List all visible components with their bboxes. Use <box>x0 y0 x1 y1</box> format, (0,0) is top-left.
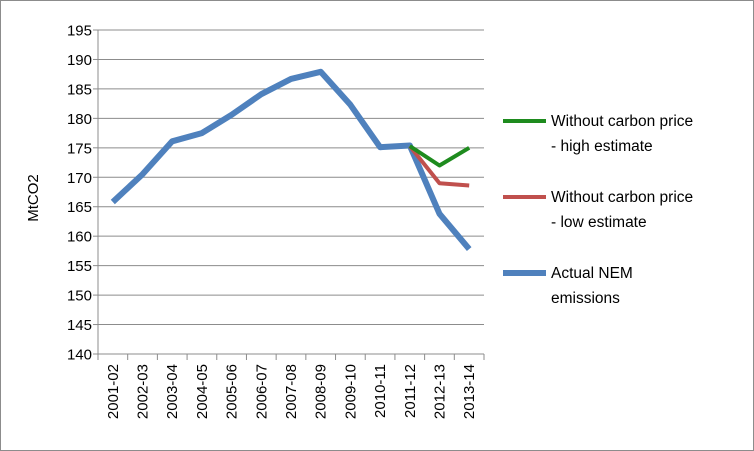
x-tick-label: 2012-13 <box>431 364 448 419</box>
x-tick-label: 2003-04 <box>164 364 181 419</box>
y-tick-label: 150 <box>67 288 92 305</box>
x-tick-labels: 2001-02 2002-03 2003-04 2004-05 2005-06 2006-… <box>105 364 478 419</box>
series-line-1 <box>408 144 471 168</box>
legend-label: emissions <box>551 290 620 307</box>
x-tick-label: 2009-10 <box>342 364 359 419</box>
x-tick-label: 2006-07 <box>253 364 270 419</box>
legend-label: Without carbon price <box>551 189 693 206</box>
legend-label: Without carbon price <box>551 113 693 130</box>
legend-label: - high estimate <box>551 138 653 155</box>
y-tick-label: 145 <box>67 317 92 334</box>
y-tick-label: 160 <box>67 229 92 246</box>
y-tick-label: 185 <box>67 81 92 98</box>
x-tick-label: 2007-08 <box>283 364 300 419</box>
y-tick-label: 195 <box>67 23 92 40</box>
y-tick-label: 165 <box>67 199 92 216</box>
y-tick-label: 170 <box>67 170 92 187</box>
axes <box>93 29 485 360</box>
legend-label: Actual NEM <box>551 265 633 282</box>
x-tick-label: 2013-14 <box>461 364 478 419</box>
y-tick-label: 190 <box>67 52 92 69</box>
series-line-3 <box>110 68 472 252</box>
legend: Without carbon price - high estimate Witho… <box>503 113 693 307</box>
series-lines <box>110 68 472 252</box>
x-tick-label: 2005-06 <box>224 364 241 419</box>
x-tick-label: 2010-11 <box>372 364 389 418</box>
y-tick-label: 180 <box>67 111 92 128</box>
legend-label: - low estimate <box>551 214 647 231</box>
x-tick-label: 2008-09 <box>313 364 330 419</box>
y-tick-labels: 140 145 150 155 160 165 170 175 180 185 190 195 <box>67 23 92 364</box>
y-tick-label: 155 <box>67 258 92 275</box>
x-tick-label: 2001-02 <box>105 364 122 419</box>
series-line-2 <box>408 144 470 188</box>
y-axis-label: MtCO2 <box>25 174 42 222</box>
x-tick-label: 2004-05 <box>194 364 211 419</box>
x-tick-label: 2002-03 <box>135 364 152 419</box>
x-tick-label: 2011-12 <box>402 364 419 418</box>
y-tick-label: 140 <box>67 347 92 364</box>
y-tick-label: 175 <box>67 140 92 157</box>
